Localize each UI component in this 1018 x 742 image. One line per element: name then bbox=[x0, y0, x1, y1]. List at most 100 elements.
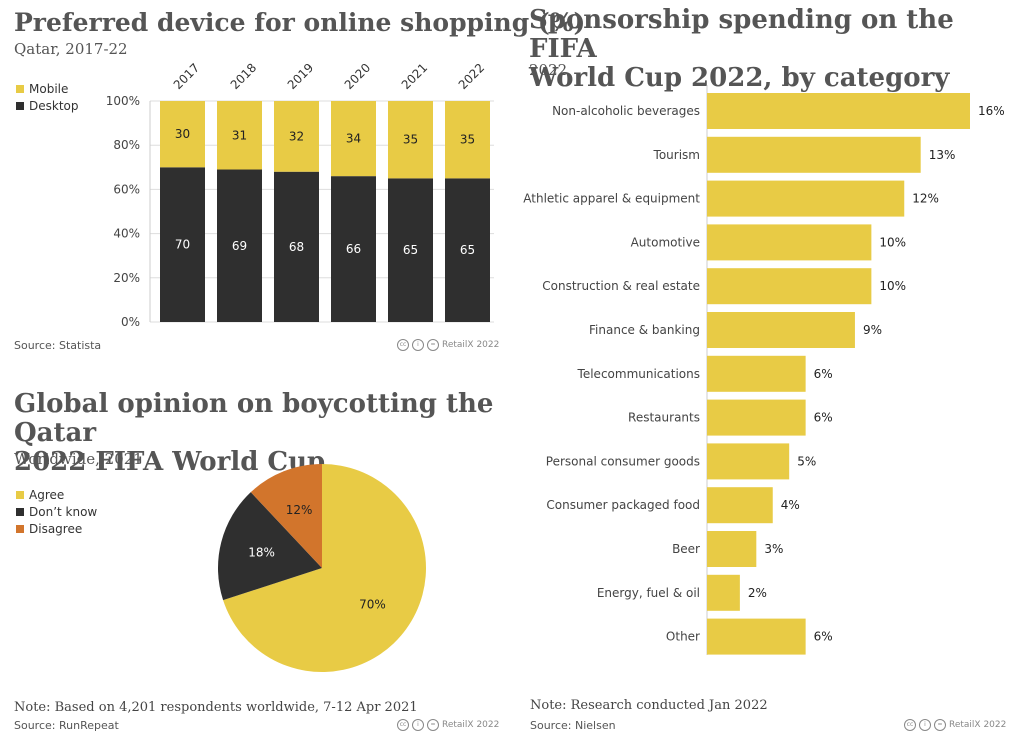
pie-label-agree: 70% bbox=[359, 598, 386, 612]
category-label-personal-consumer-goods: Personal consumer goods bbox=[546, 454, 700, 468]
legend-swatch-mobile bbox=[16, 84, 24, 93]
legend-item-agree: Agree bbox=[16, 486, 97, 503]
pie-slice-agree bbox=[223, 464, 426, 672]
legend-label-disagree: Disagree bbox=[29, 521, 83, 536]
sponsorship-credit: cc i = RetailX 2022 bbox=[904, 719, 1006, 731]
category-label-restaurants: Restaurants bbox=[628, 411, 700, 425]
cc-icon: cc bbox=[397, 719, 409, 731]
cc-icon: cc bbox=[397, 339, 409, 351]
bar-mobile-2018 bbox=[217, 101, 262, 170]
label-desktop-2019: 68 bbox=[289, 240, 304, 254]
category-label-consumer-packaged-food: Consumer packaged food bbox=[546, 498, 700, 512]
bar-energy-fuel-oil bbox=[707, 574, 740, 611]
bar-other bbox=[707, 618, 806, 655]
category-label-telecommunications: Telecommunications bbox=[577, 367, 700, 381]
value-label-other: 6% bbox=[814, 630, 833, 644]
legend-item-dontknow: Don’t know bbox=[16, 503, 97, 520]
value-label-construction-real-estate: 10% bbox=[879, 279, 906, 293]
value-label-consumer-packaged-food: 4% bbox=[781, 498, 800, 512]
y-tick-label: 80% bbox=[113, 138, 140, 152]
bar-mobile-2022 bbox=[445, 101, 490, 179]
legend-item-disagree: Disagree bbox=[16, 520, 97, 537]
sponsorship-note: Note: Research conducted Jan 2022 bbox=[530, 698, 768, 713]
bar-mobile-2020 bbox=[331, 101, 376, 177]
bar-tourism bbox=[707, 136, 921, 173]
sponsorship-credit-text: RetailX 2022 bbox=[949, 720, 1007, 730]
pie-slice-disagree bbox=[250, 464, 322, 568]
category-label-automotive: Automotive bbox=[631, 235, 700, 249]
bar-desktop-2020 bbox=[331, 176, 376, 322]
boycott-title-line-1: Global opinion on boycotting the Qatar bbox=[14, 389, 494, 448]
label-desktop-2017: 70 bbox=[175, 238, 190, 252]
legend-swatch-disagree bbox=[16, 524, 24, 533]
cc-icon: cc bbox=[904, 719, 916, 731]
bar-mobile-2017 bbox=[160, 101, 205, 168]
pie-label-disagree: 12% bbox=[286, 503, 313, 517]
pie-slice-don-t-know bbox=[218, 492, 322, 601]
by-icon: i bbox=[919, 719, 931, 731]
sponsorship-title-line-2: World Cup 2022, by category bbox=[529, 63, 950, 93]
legend-swatch-dontknow bbox=[16, 507, 24, 516]
x-tick-label-2020: 2020 bbox=[342, 61, 373, 92]
category-label-tourism: Tourism bbox=[653, 148, 700, 162]
nd-icon: = bbox=[934, 719, 946, 731]
value-label-non-alcoholic-beverages: 16% bbox=[978, 104, 1005, 118]
bar-finance-banking bbox=[707, 312, 855, 348]
bar-personal-consumer-goods bbox=[707, 443, 790, 480]
boycott-source: Source: RunRepeat bbox=[14, 719, 119, 732]
bar-desktop-2018 bbox=[217, 169, 262, 322]
category-label-non-alcoholic-beverages: Non-alcoholic beverages bbox=[552, 104, 700, 118]
legend-label-desktop: Desktop bbox=[29, 98, 79, 113]
category-label-energy-fuel-oil: Energy, fuel & oil bbox=[597, 586, 700, 600]
y-tick-label: 100% bbox=[106, 94, 140, 108]
category-label-construction-real-estate: Construction & real estate bbox=[542, 279, 700, 293]
sponsorship-title-line-1: Sponsorship spending on the FIFA bbox=[529, 5, 954, 64]
legend-label-mobile: Mobile bbox=[29, 81, 69, 96]
boycott-credit-text: RetailX 2022 bbox=[442, 720, 500, 730]
device-credit-text: RetailX 2022 bbox=[442, 340, 500, 350]
legend-item-mobile: Mobile bbox=[16, 80, 79, 97]
value-label-telecommunications: 6% bbox=[814, 367, 833, 381]
boycott-pie-chart: 70% 18% 12% bbox=[218, 464, 426, 672]
device-legend: Mobile Desktop bbox=[16, 80, 79, 114]
x-tick-label-2021: 2021 bbox=[399, 61, 430, 92]
bar-desktop-2017 bbox=[160, 167, 205, 322]
sponsorship-chart-subtitle: 2022 bbox=[529, 61, 568, 79]
device-source: Source: Statista bbox=[14, 339, 102, 352]
x-tick-label-2022: 2022 bbox=[456, 61, 487, 92]
boycott-credit: cc i = RetailX 2022 bbox=[397, 719, 499, 731]
value-label-personal-consumer-goods: 5% bbox=[797, 454, 816, 468]
value-label-energy-fuel-oil: 2% bbox=[748, 586, 767, 600]
bar-consumer-packaged-food bbox=[707, 487, 773, 524]
x-tick-label-2017: 2017 bbox=[171, 61, 202, 92]
bar-mobile-2019 bbox=[274, 101, 319, 172]
label-desktop-2018: 69 bbox=[232, 239, 247, 253]
bar-non-alcoholic-beverages bbox=[707, 93, 970, 129]
x-tick-label-2019: 2019 bbox=[285, 61, 316, 92]
bar-desktop-2019 bbox=[274, 171, 319, 322]
bar-mobile-2021 bbox=[388, 101, 433, 179]
boycott-legend: Agree Don’t know Disagree bbox=[16, 486, 97, 537]
bar-telecommunications bbox=[707, 355, 806, 392]
label-mobile-2022: 35 bbox=[460, 133, 475, 147]
label-mobile-2018: 31 bbox=[232, 128, 247, 142]
boycott-chart-subtitle: Worldwide, 2021 bbox=[14, 450, 143, 468]
device-stacked-bar-chart: 0% 20% 40% 60% 80% 100% 70 30 2017 69 31 2018 68 32 20… bbox=[106, 61, 494, 329]
boycott-note: Note: Based on 4,201 respondents worldwi… bbox=[14, 700, 418, 715]
category-label-other: Other bbox=[666, 630, 700, 644]
bar-desktop-2022 bbox=[445, 178, 490, 322]
bar-beer bbox=[707, 531, 757, 567]
bar-desktop-2021 bbox=[388, 178, 433, 322]
category-label-finance-banking: Finance & banking bbox=[589, 323, 700, 337]
legend-swatch-agree bbox=[16, 490, 24, 499]
sponsorship-bar-chart: Non-alcoholic beverages 16% Tourism 13% Athl… bbox=[523, 85, 1005, 655]
legend-item-desktop: Desktop bbox=[16, 97, 79, 114]
device-chart-title: Preferred device for online shopping (%) bbox=[14, 8, 586, 37]
label-mobile-2021: 35 bbox=[403, 133, 418, 147]
x-tick-label-2018: 2018 bbox=[228, 61, 259, 92]
by-icon: i bbox=[412, 339, 424, 351]
value-label-tourism: 13% bbox=[929, 148, 956, 162]
category-label-athletic-apparel-equipment: Athletic apparel & equipment bbox=[523, 192, 700, 206]
value-label-finance-banking: 9% bbox=[863, 323, 882, 337]
boycott-title-line-2: 2022 FIFA World Cup bbox=[14, 447, 326, 477]
